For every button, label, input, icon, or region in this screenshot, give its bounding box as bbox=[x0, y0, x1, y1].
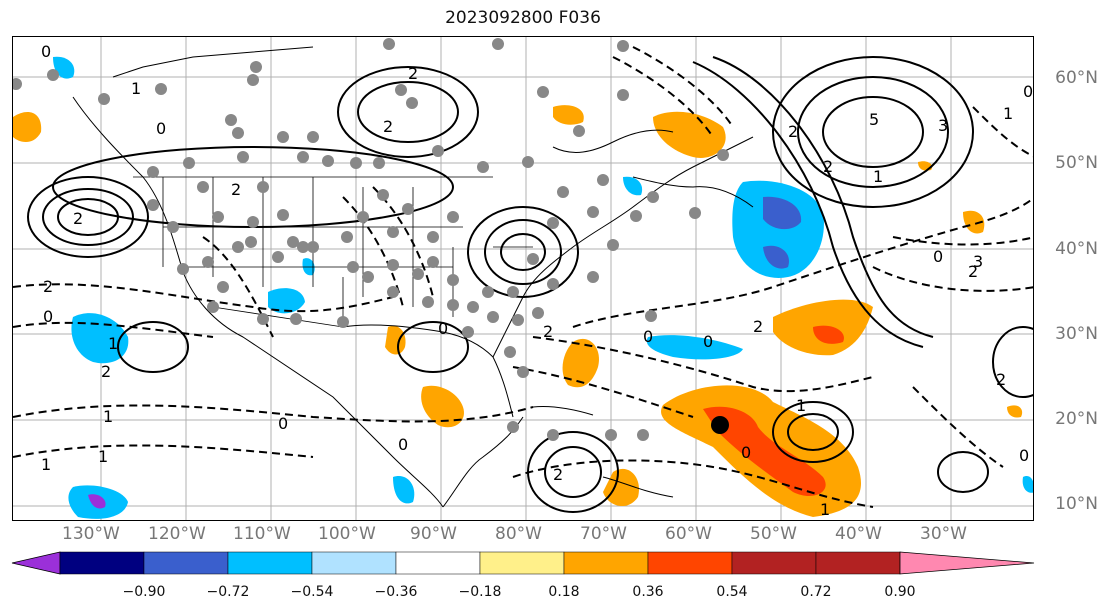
lon-label: 30°W bbox=[920, 524, 967, 544]
graticule bbox=[13, 37, 1033, 520]
contour-label: 3 bbox=[973, 252, 983, 271]
contour-label: 1 bbox=[108, 334, 118, 353]
lat-label: 60°N bbox=[1055, 68, 1098, 88]
contours-dashed bbox=[13, 46, 1033, 508]
lon-label: 60°W bbox=[665, 524, 712, 544]
political-borders bbox=[133, 176, 533, 328]
colorbar bbox=[11, 551, 1035, 575]
colorbar-segment bbox=[395, 551, 481, 575]
shaded-anomalies bbox=[13, 56, 1033, 519]
colorbar-segment bbox=[815, 551, 901, 575]
colorbar-tick-label: 0.72 bbox=[800, 584, 832, 600]
contour-label: 3 bbox=[938, 116, 948, 135]
contour-label: 0 bbox=[398, 435, 408, 454]
contour-label: 5 bbox=[869, 110, 879, 129]
lon-label: 120°W bbox=[148, 524, 206, 544]
contour-label: 0 bbox=[643, 327, 653, 346]
colorbar-tick-label: −0.36 bbox=[374, 584, 418, 600]
contour-label: 0 bbox=[438, 319, 448, 338]
lon-label: 40°W bbox=[835, 524, 882, 544]
colorbar-segment bbox=[731, 551, 817, 575]
contour-label: 0 bbox=[156, 119, 166, 138]
lon-label: 70°W bbox=[580, 524, 627, 544]
colorbar-tick-label: −0.18 bbox=[458, 584, 502, 600]
lat-label: 10°N bbox=[1055, 494, 1098, 514]
map-panel: 0 1 2 2 0 2 2 5 3 1 0 2 1 2 3 0 2 2 0 1 … bbox=[12, 36, 1034, 521]
lat-label: 20°N bbox=[1055, 409, 1098, 429]
contour-label: 0 bbox=[41, 42, 51, 61]
lat-label: 40°N bbox=[1055, 239, 1098, 259]
contour-label: 2 bbox=[231, 180, 241, 199]
contour-label: 1 bbox=[873, 167, 883, 186]
colorbar-segment bbox=[479, 551, 565, 575]
colorbar-segment bbox=[563, 551, 649, 575]
colorbar-tick-label: 0.36 bbox=[632, 584, 664, 600]
colorbar-tick-label: 0.18 bbox=[548, 584, 580, 600]
contour-label: 2 bbox=[753, 317, 763, 336]
contour-label: 0 bbox=[703, 332, 713, 351]
map-svg: 0 1 2 2 0 2 2 5 3 1 0 2 1 2 3 0 2 2 0 1 … bbox=[13, 37, 1033, 520]
contour-label: 2 bbox=[73, 209, 83, 228]
contour-label: 0 bbox=[1019, 446, 1029, 465]
lon-label: 130°W bbox=[62, 524, 120, 544]
colorbar-segment bbox=[59, 551, 145, 575]
contour-label: 2 bbox=[543, 322, 553, 341]
contour-label: 2 bbox=[101, 362, 111, 381]
contour-label: 2 bbox=[823, 157, 833, 176]
contour-label: 2 bbox=[383, 117, 393, 136]
contour-label: 0 bbox=[43, 307, 53, 326]
contour-label: 2 bbox=[996, 370, 1006, 389]
contour-label: 0 bbox=[1023, 82, 1033, 101]
contour-label: 1 bbox=[1003, 104, 1013, 123]
contour-label: 1 bbox=[131, 79, 141, 98]
colorbar-min-arrow bbox=[11, 551, 61, 575]
contour-label: 2 bbox=[43, 277, 53, 296]
contour-label: 2 bbox=[408, 64, 418, 83]
colorbar-segment bbox=[143, 551, 229, 575]
colorbar-tick-label: −0.90 bbox=[122, 584, 166, 600]
lat-label: 30°N bbox=[1055, 324, 1098, 344]
colorbar-segment bbox=[647, 551, 733, 575]
contour-label: 2 bbox=[968, 262, 978, 281]
station-dots bbox=[13, 38, 729, 441]
lon-label: 110°W bbox=[233, 524, 291, 544]
contour-label: 1 bbox=[98, 447, 108, 466]
contour-label: 0 bbox=[933, 247, 943, 266]
map-title: 2023092800 F036 bbox=[445, 8, 601, 28]
contour-label: 1 bbox=[41, 455, 51, 474]
lon-label: 100°W bbox=[318, 524, 376, 544]
contour-label: 2 bbox=[553, 465, 563, 484]
storm-center-marker bbox=[711, 416, 729, 434]
colorbar-tick-label: −0.54 bbox=[290, 584, 334, 600]
colorbar-segment bbox=[311, 551, 397, 575]
contours-solid bbox=[27, 56, 1033, 513]
contour-label: 1 bbox=[820, 500, 830, 519]
contour-label: 1 bbox=[796, 396, 806, 415]
lon-label: 80°W bbox=[495, 524, 542, 544]
lat-label: 50°N bbox=[1055, 153, 1098, 173]
colorbar-max-arrow bbox=[899, 551, 1035, 575]
colorbar-tick-label: 0.54 bbox=[716, 584, 748, 600]
contour-label: 0 bbox=[278, 414, 288, 433]
contour-labels: 0 1 2 2 0 2 2 5 3 1 0 2 1 2 3 0 2 2 0 1 … bbox=[41, 42, 1033, 519]
contour-label: 0 bbox=[741, 443, 751, 462]
colorbar-tick-label: −0.72 bbox=[206, 584, 250, 600]
colorbar-tick-label: 0.90 bbox=[884, 584, 916, 600]
lon-label: 50°W bbox=[750, 524, 797, 544]
lon-label: 90°W bbox=[410, 524, 457, 544]
contour-label: 1 bbox=[103, 407, 113, 426]
colorbar-segment bbox=[227, 551, 313, 575]
contour-label: 2 bbox=[788, 122, 798, 141]
